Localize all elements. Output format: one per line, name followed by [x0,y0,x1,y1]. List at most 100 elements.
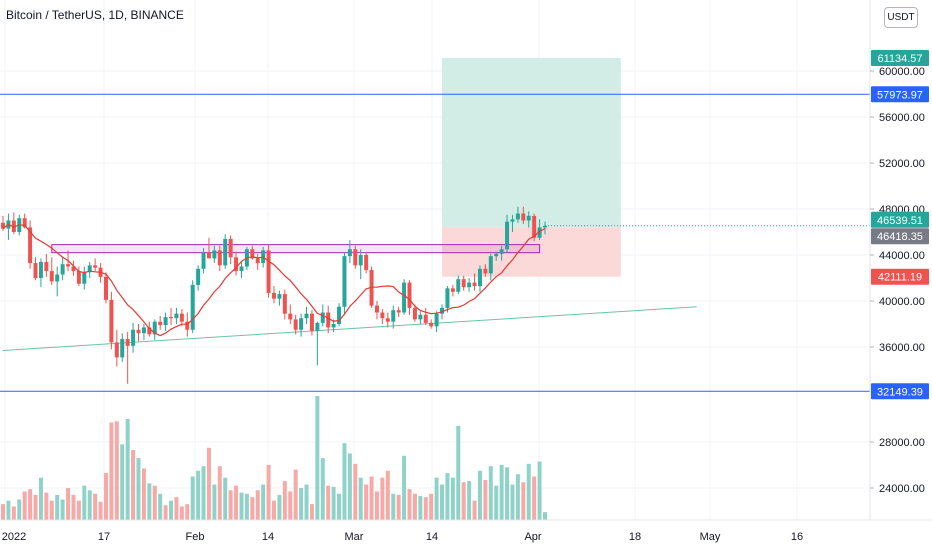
candle [499,245,504,261]
volume-bar [407,489,412,520]
candle [190,280,195,334]
volume-bar [391,493,396,520]
candle [282,289,287,320]
volume-bar [521,482,526,520]
price-tick-label: 24000.00 [879,483,925,495]
candle-body [103,276,108,300]
price-tick-label: 60000.00 [879,66,925,78]
candle [505,214,510,253]
time-tick-label: Mar [345,531,364,543]
price-tick-label: 40000.00 [879,296,925,308]
volume-bar [309,504,314,520]
profit-zone [442,57,621,228]
candle-body [309,313,314,331]
volume-bar [402,455,407,520]
candle [196,265,201,291]
candle [537,219,542,241]
volume-bars [1,396,547,520]
volume-bar [103,473,108,520]
volume-bar [212,484,217,520]
price-label-text: 46539.51 [877,215,923,227]
candle [109,291,114,350]
candle-body [196,268,201,285]
volume-bar [28,489,33,520]
volume-bar [174,497,179,520]
candle-body [55,274,60,282]
volume-bar [434,477,439,520]
candle [93,258,98,272]
volume-bar [141,468,146,520]
candle [103,272,108,304]
candle-body [412,307,417,320]
candle [125,332,130,384]
candle-body [179,313,184,322]
volume-bar [293,469,298,520]
candle-body [364,255,369,270]
candle [131,322,136,353]
candle-body [250,249,255,259]
volume-bar [261,484,266,520]
time-axis[interactable]: 2022 17 Feb 14 Mar 14 Apr 18 May 16 [2,531,803,543]
candle [201,248,206,274]
volume-bar [412,493,417,520]
volume-bar [201,466,206,520]
candle-body [396,310,401,313]
volume-bar [66,488,71,520]
candle [396,306,401,318]
candle-body [407,282,412,308]
volume-bar [369,476,374,520]
candle [445,286,450,313]
candle [277,290,282,306]
candle-body [288,313,293,320]
volume-bar [337,493,342,520]
volume-bar [158,493,163,520]
volume-bar [532,476,537,520]
currency-button[interactable]: USDT [884,7,918,28]
candle-body [342,256,347,307]
candle-body [223,238,228,266]
candle-body [272,292,276,299]
volume-bar [136,458,141,520]
candle-body [543,225,547,228]
candle [494,251,499,261]
candle-body [483,268,488,274]
volume-bar [33,494,38,520]
candle-body [255,258,260,264]
volume-bar [483,479,488,520]
candle-body [87,265,92,273]
volume-bar [429,493,434,520]
candle-body [494,253,499,257]
volume-bar [217,466,222,520]
candle [255,253,260,270]
candle-body [532,215,537,238]
candle [418,311,423,324]
candle-body [434,313,439,327]
candle-body [380,312,385,319]
candle-body [33,263,38,278]
candle-body [174,313,179,319]
candle-body [418,314,423,320]
candle-body [505,221,510,250]
chart-title: Bitcoin / TetherUS, 1D, BINANCE [6,8,184,22]
volume-bar [152,485,157,520]
candle [71,260,76,276]
volume-bar [510,484,515,520]
candle-body [385,318,390,322]
candle-body [358,255,363,266]
volume-bar [315,396,320,520]
price-tick-label: 56000.00 [879,112,925,124]
candle-body [304,313,309,319]
candle-body [147,327,152,335]
candle-body [423,314,428,323]
volume-bar [244,493,249,520]
candle-body [293,319,298,330]
volume-bar [6,500,11,520]
volume-bar [17,499,22,520]
candle [337,303,342,327]
last-price-label: 46539.51 [871,211,929,228]
candle-body [234,257,239,272]
candle-body [477,268,482,287]
lower-line-price-label: 32149.39 [871,383,929,400]
candle-body [467,282,472,288]
